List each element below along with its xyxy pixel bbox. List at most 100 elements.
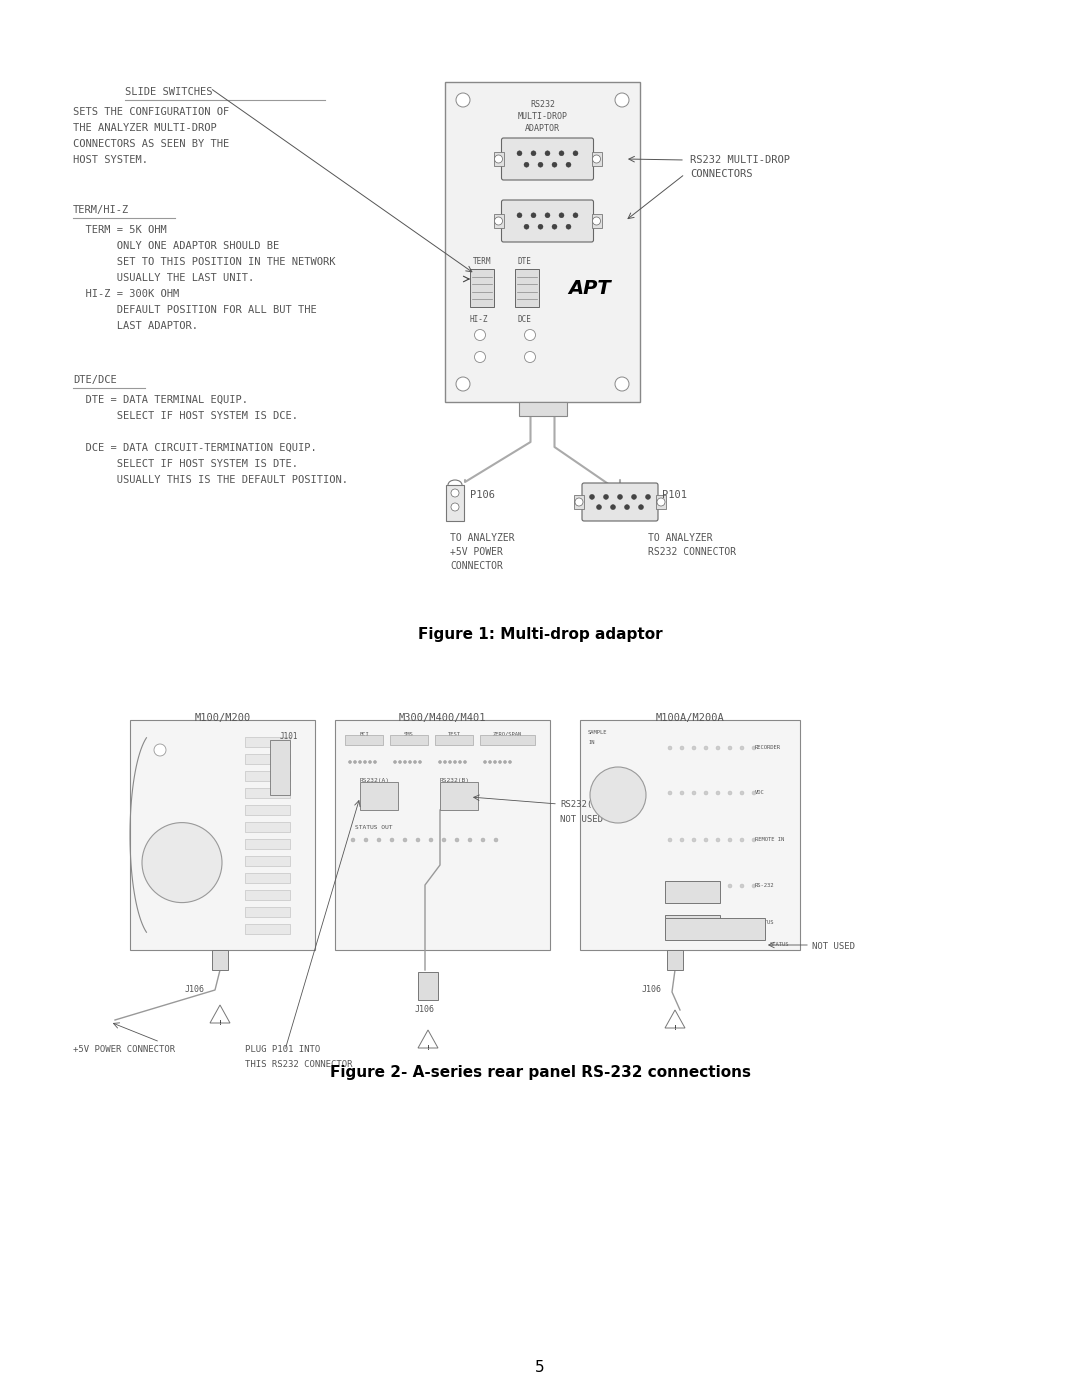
Text: REMOTE IN: REMOTE IN — [755, 837, 784, 842]
Text: M300/M400/M401: M300/M400/M401 — [399, 712, 486, 724]
Text: PLUG P101 INTO: PLUG P101 INTO — [245, 1045, 321, 1053]
Circle shape — [538, 162, 543, 168]
Text: THE ANALYZER MULTI-DROP: THE ANALYZER MULTI-DROP — [73, 123, 217, 133]
Circle shape — [414, 760, 417, 764]
Circle shape — [552, 224, 557, 229]
Text: J106: J106 — [642, 985, 662, 995]
Circle shape — [499, 760, 501, 764]
Circle shape — [604, 495, 608, 499]
Bar — [515, 270, 539, 307]
Bar — [245, 873, 291, 883]
Bar — [245, 754, 291, 764]
Text: ADAPTOR: ADAPTOR — [525, 124, 561, 133]
Bar — [665, 915, 720, 937]
Circle shape — [517, 212, 522, 218]
Circle shape — [538, 224, 543, 229]
Bar — [592, 152, 602, 166]
Bar — [445, 82, 640, 402]
Circle shape — [474, 352, 486, 362]
Circle shape — [669, 838, 672, 842]
Circle shape — [590, 495, 594, 499]
Circle shape — [680, 746, 684, 750]
Circle shape — [456, 94, 470, 108]
Circle shape — [716, 884, 720, 888]
Bar — [245, 890, 291, 900]
Circle shape — [448, 760, 451, 764]
Text: 5: 5 — [536, 1361, 544, 1375]
Circle shape — [740, 746, 744, 750]
Bar — [518, 402, 567, 416]
Circle shape — [364, 760, 366, 764]
Circle shape — [728, 921, 732, 925]
Circle shape — [740, 838, 744, 842]
Circle shape — [752, 921, 756, 925]
Circle shape — [593, 155, 600, 163]
Bar — [345, 735, 383, 745]
Text: DTE: DTE — [518, 257, 531, 265]
Circle shape — [704, 746, 708, 750]
Bar — [245, 788, 291, 798]
Circle shape — [692, 884, 696, 888]
Circle shape — [669, 746, 672, 750]
Text: Figure 2- A-series rear panel RS-232 connections: Figure 2- A-series rear panel RS-232 con… — [329, 1065, 751, 1080]
Circle shape — [680, 838, 684, 842]
Text: +5V POWER: +5V POWER — [450, 548, 503, 557]
Text: RS232 MULTI-DROP: RS232 MULTI-DROP — [690, 155, 789, 165]
Circle shape — [559, 151, 564, 156]
Circle shape — [669, 791, 672, 795]
Circle shape — [692, 921, 696, 925]
Bar — [592, 214, 602, 228]
Circle shape — [438, 760, 442, 764]
Circle shape — [494, 760, 497, 764]
Bar — [418, 972, 438, 1000]
Text: ONLY ONE ADAPTOR SHOULD BE: ONLY ONE ADAPTOR SHOULD BE — [73, 242, 280, 251]
Circle shape — [716, 921, 720, 925]
Circle shape — [525, 330, 536, 341]
Bar — [245, 771, 291, 781]
Circle shape — [610, 504, 616, 510]
Circle shape — [517, 151, 522, 156]
Circle shape — [494, 838, 498, 842]
Text: M100/M200: M100/M200 — [194, 712, 251, 724]
Text: RS232: RS232 — [530, 101, 555, 109]
Circle shape — [442, 838, 446, 842]
Text: !: ! — [218, 1020, 221, 1025]
Circle shape — [559, 212, 564, 218]
Circle shape — [359, 760, 362, 764]
Circle shape — [728, 884, 732, 888]
Circle shape — [154, 745, 166, 756]
FancyBboxPatch shape — [582, 483, 658, 521]
Circle shape — [752, 838, 756, 842]
Circle shape — [692, 838, 696, 842]
Bar — [245, 805, 291, 814]
Text: NOT USED: NOT USED — [561, 814, 603, 824]
Text: NOT USED: NOT USED — [812, 942, 855, 951]
Text: STATUS: STATUS — [770, 942, 789, 947]
Circle shape — [488, 760, 491, 764]
Text: USUALLY THIS IS THE DEFAULT POSITION.: USUALLY THIS IS THE DEFAULT POSITION. — [73, 475, 348, 485]
Circle shape — [728, 838, 732, 842]
Text: RS232(B): RS232(B) — [561, 800, 603, 809]
Circle shape — [459, 760, 461, 764]
Text: M100A/M200A: M100A/M200A — [656, 712, 725, 724]
Text: SELECT IF HOST SYSTEM IS DTE.: SELECT IF HOST SYSTEM IS DTE. — [73, 460, 298, 469]
Circle shape — [573, 151, 578, 156]
Bar — [665, 918, 765, 940]
Circle shape — [495, 217, 502, 225]
Text: STATUS OUT: STATUS OUT — [355, 826, 392, 830]
Circle shape — [669, 884, 672, 888]
Text: RS232(A): RS232(A) — [360, 778, 390, 782]
Circle shape — [692, 791, 696, 795]
Text: IN: IN — [588, 740, 594, 745]
Text: DCE = DATA CIRCUIT-TERMINATION EQUIP.: DCE = DATA CIRCUIT-TERMINATION EQUIP. — [73, 443, 316, 453]
Text: SETS THE CONFIGURATION OF: SETS THE CONFIGURATION OF — [73, 108, 229, 117]
Circle shape — [728, 791, 732, 795]
Circle shape — [618, 495, 622, 499]
Bar — [667, 950, 683, 970]
Text: VDC: VDC — [755, 789, 765, 795]
Bar — [245, 856, 291, 866]
Bar — [245, 821, 291, 833]
Circle shape — [680, 884, 684, 888]
Circle shape — [590, 767, 646, 823]
Bar — [360, 782, 399, 810]
